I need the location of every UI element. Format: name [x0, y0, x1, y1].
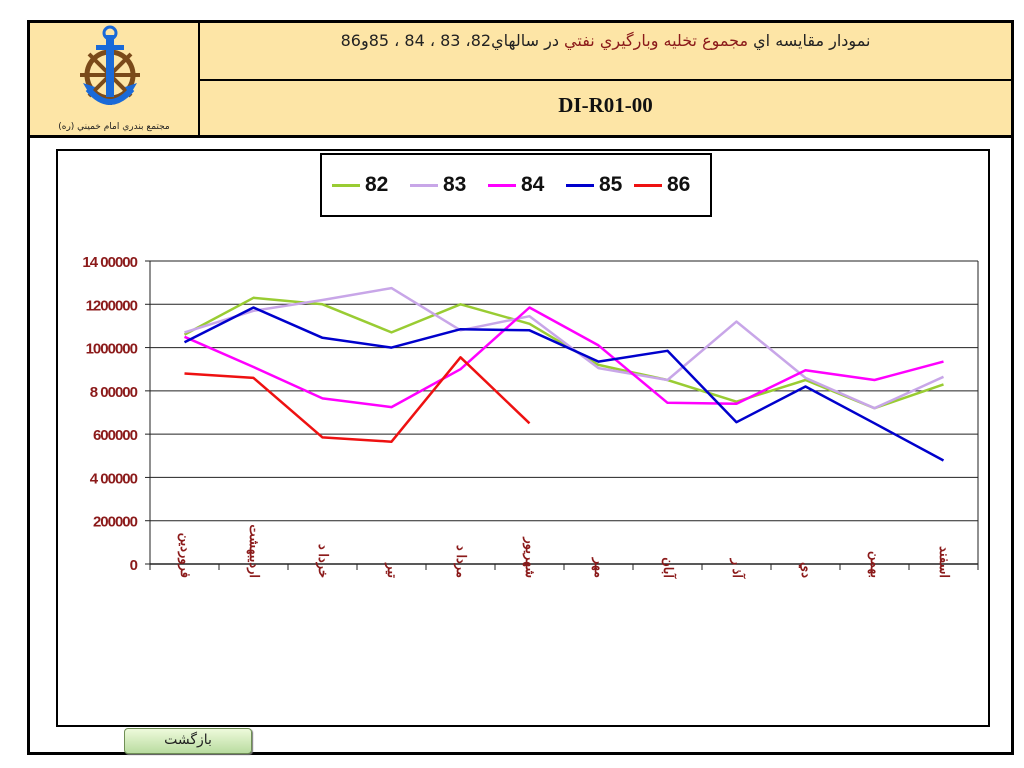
legend-label-82: 82 [365, 173, 389, 196]
page-title: نمودار مقايسه اي مجموع تخليه وبارگيري نف… [200, 31, 1011, 50]
series-line-82 [183, 296, 944, 410]
x-tick-label: اسفند [937, 546, 952, 578]
x-tick-label: مهر [591, 557, 607, 578]
legend-label-83: 83 [443, 173, 467, 196]
header: مجتمع بندري امام خميني (ره) نمودار مقايس… [30, 23, 1011, 138]
logo-cell: مجتمع بندري امام خميني (ره) [30, 23, 200, 135]
slide-frame: مجتمع بندري امام خميني (ره) نمودار مقايس… [27, 20, 1014, 755]
y-tick-label: 8 00000 [90, 384, 138, 401]
title-part-3: در سالهاي82، 83 ، 84 ، 85و86 [340, 31, 559, 50]
legend-label-84: 84 [521, 173, 545, 196]
legend-swatch-83 [410, 184, 438, 187]
x-tick-label: آبان [661, 557, 677, 579]
legend-swatch-86 [634, 184, 662, 187]
title-cell: نمودار مقايسه اي مجموع تخليه وبارگيري نف… [200, 23, 1011, 81]
y-tick-label: 0 [130, 557, 138, 574]
legend-label-85: 85 [599, 173, 623, 196]
y-tick-label: 1200000 [86, 297, 138, 314]
x-tick-label: آذ ر [729, 558, 746, 580]
x-tick-label: بهمن [867, 551, 883, 578]
anchor-logo-icon [80, 25, 140, 105]
x-tick-label: خردا د [315, 544, 331, 578]
y-tick-label: 14 00000 [82, 254, 137, 271]
legend-swatch-85 [566, 184, 594, 187]
x-tick-label: فروردين [177, 533, 193, 578]
legend-label-86: 86 [667, 173, 691, 196]
legend-swatch-84 [488, 184, 516, 187]
logo-caption: مجتمع بندري امام خميني (ره) [58, 122, 170, 132]
chart-box: 0 200000 4 00000 600000 8 00000 1000000 120000… [56, 149, 990, 727]
y-tick-label: 1000000 [86, 341, 138, 358]
document-code: DI-R01-00 [558, 93, 653, 117]
series-line-84 [183, 306, 944, 409]
x-tick-label: تير [384, 562, 400, 578]
chart-legend: 82 83 84 85 86 [320, 153, 712, 217]
x-tick-label: شهريور [522, 536, 538, 578]
x-tick-label: ارديبهشت [246, 524, 262, 578]
y-tick-label: 4 00000 [90, 470, 138, 487]
back-button[interactable]: بازگشت [124, 728, 252, 754]
series-line-83 [184, 286, 945, 410]
y-tick-label: 600000 [93, 427, 138, 444]
title-part-2: مجموع تخليه وبارگيري نفتي [564, 31, 749, 50]
x-tick-label: دي [798, 562, 814, 578]
title-part-1: نمودار مقايسه اي [753, 31, 871, 50]
line-chart: 0 200000 4 00000 600000 8 00000 1000000 120000… [82, 254, 979, 580]
legend-swatch-82 [332, 184, 360, 187]
x-tick-label: مردا د [453, 545, 469, 578]
code-cell: DI-R01-00 [200, 81, 1011, 135]
y-tick-label: 200000 [93, 514, 138, 531]
series-line-85 [183, 306, 945, 462]
series-line-86 [184, 356, 531, 443]
